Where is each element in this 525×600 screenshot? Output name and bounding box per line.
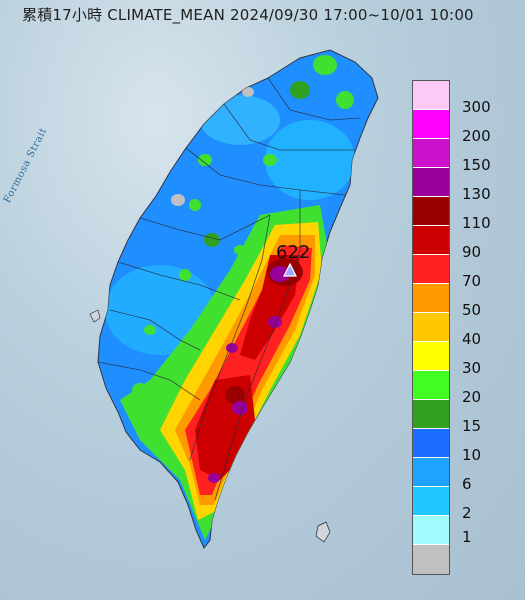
legend-swatch	[413, 81, 449, 110]
legend-swatch	[413, 313, 449, 342]
legend-label: 90	[462, 243, 482, 261]
legend-swatch	[413, 516, 449, 545]
legend-label: 6	[462, 475, 472, 493]
legend-label: 20	[462, 388, 482, 406]
legend-label: 2	[462, 504, 472, 522]
legend-swatch	[413, 400, 449, 429]
legend-swatch	[413, 284, 449, 313]
legend-swatch	[413, 226, 449, 255]
legend-label: 300	[462, 98, 491, 116]
legend-swatch	[413, 342, 449, 371]
legend-swatch	[413, 139, 449, 168]
legend-swatch	[413, 487, 449, 516]
legend-label: 150	[462, 156, 491, 174]
legend-swatch	[413, 197, 449, 226]
peak-value: 622	[276, 242, 311, 263]
legend-swatch	[413, 458, 449, 487]
legend-label: 50	[462, 301, 482, 319]
legend-label: 10	[462, 446, 482, 464]
legend-swatch	[413, 371, 449, 400]
legend-label: 40	[462, 330, 482, 348]
legend-label: 15	[462, 417, 482, 435]
legend-swatch	[413, 545, 449, 574]
legend-label: 70	[462, 272, 482, 290]
legend-swatch	[413, 110, 449, 139]
legend-swatch	[413, 429, 449, 458]
legend-label: 30	[462, 359, 482, 377]
triangle-marker	[283, 262, 297, 277]
green-island	[315, 521, 331, 543]
penghu-islands	[89, 309, 101, 323]
legend-label: 200	[462, 127, 491, 145]
legend-swatch	[413, 255, 449, 284]
legend-label: 1	[462, 528, 472, 546]
legend-swatch	[413, 168, 449, 197]
legend-label: 130	[462, 185, 491, 203]
color-legend	[412, 80, 450, 575]
legend-label: 110	[462, 214, 491, 232]
map-title: 累積17小時 CLIMATE_MEAN 2024/09/30 17:00~10/…	[22, 6, 474, 24]
